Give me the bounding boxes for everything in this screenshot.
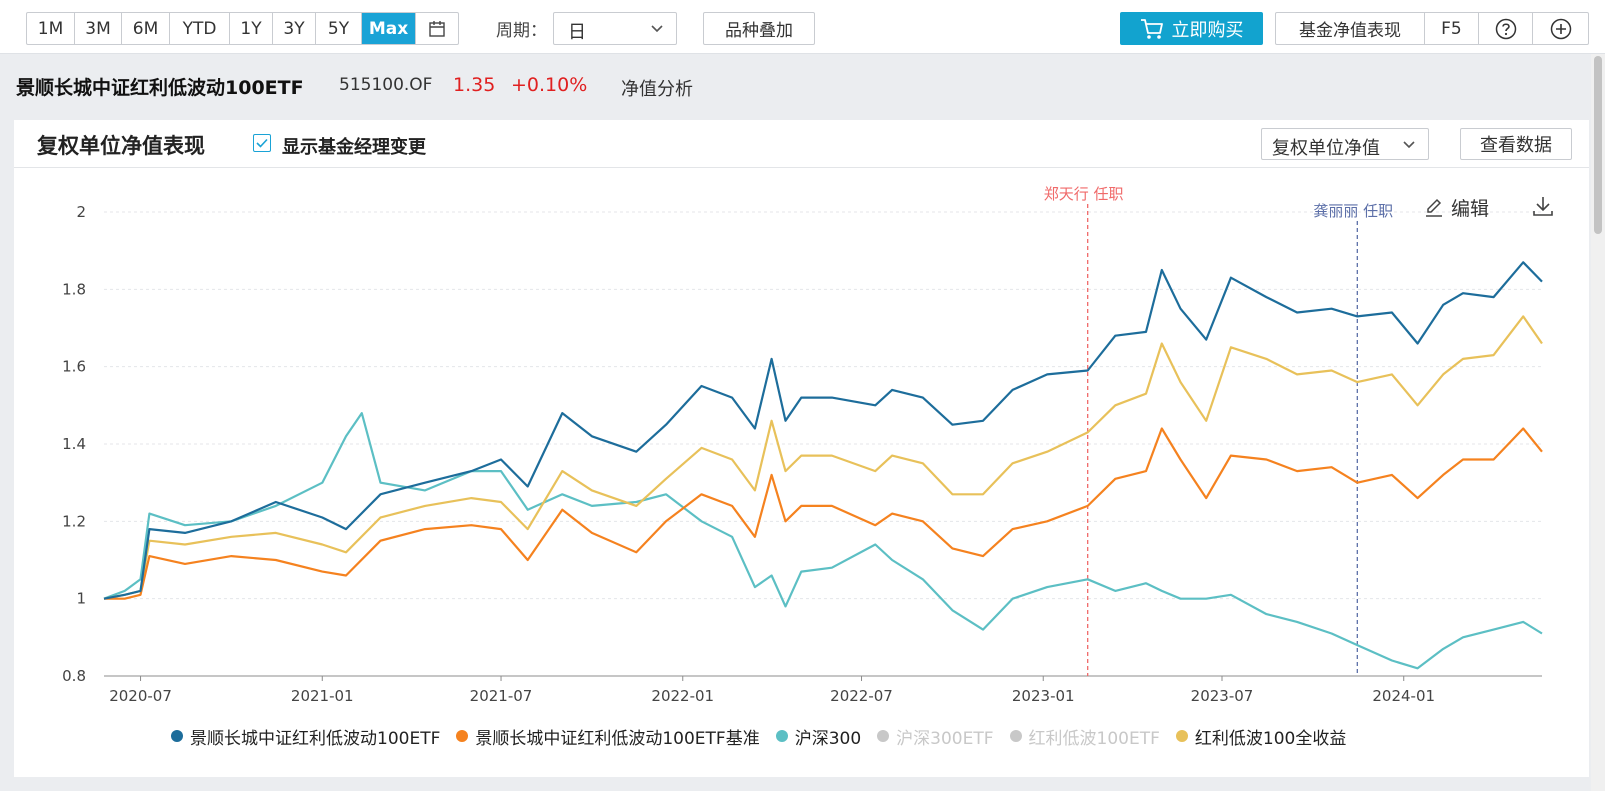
buy-button[interactable]: 立即购买 <box>1120 12 1263 45</box>
overlay-button[interactable]: 品种叠加 <box>703 12 815 45</box>
series-line-2 <box>103 412 1543 670</box>
legend-label: 沪深300 <box>794 728 862 749</box>
legend-marker <box>456 730 469 742</box>
legend-marker <box>1009 730 1022 742</box>
fund-name: 景顺长城中证红利低波动100ETF <box>16 77 304 99</box>
legend-item[interactable]: 红利低波100ETF <box>1009 724 1160 749</box>
manager-event-label: 龚丽丽 任职 <box>1313 202 1393 220</box>
right-toolbar-group: 基金净值表现 F5 <box>1275 12 1589 45</box>
legend-label: 景顺长城中证红利低波动100ETF <box>190 728 441 749</box>
panel-header: 复权单位净值表现 显示基金经理变更 复权单位净值 查看数据 <box>14 120 1589 168</box>
calendar-button[interactable] <box>416 13 458 44</box>
y-tick-label: 2 <box>76 203 86 221</box>
fund-code: 515100.OF <box>339 75 433 95</box>
chevron-down-icon <box>1403 141 1415 149</box>
x-tick-label: 2023-01 <box>1012 687 1075 705</box>
manager-change-label[interactable]: 显示基金经理变更 <box>282 137 426 158</box>
panel-title: 复权单位净值表现 <box>37 134 205 158</box>
download-icon[interactable] <box>1531 194 1555 218</box>
manager-event-label: 郑天行 任职 <box>1044 185 1124 203</box>
period-value: 日 <box>568 22 586 43</box>
legend-item[interactable]: 沪深300 <box>775 724 862 749</box>
cart-icon <box>1140 18 1163 39</box>
range-5y-button[interactable]: 5Y <box>316 13 362 44</box>
range-ytd-button[interactable]: YTD <box>170 13 230 44</box>
top-toolbar: 1M 3M 6M YTD 1Y 3Y 5Y Max 周期： 日 品种叠加 立即购买 基金净值表… <box>0 0 1605 54</box>
edit-label: 编辑 <box>1451 198 1490 220</box>
legend-item[interactable]: 红利低波100全收益 <box>1175 724 1347 749</box>
range-3m-button[interactable]: 3M <box>75 13 122 44</box>
plus-icon <box>1550 18 1571 39</box>
x-tick-label: 2023-07 <box>1191 687 1254 705</box>
add-button[interactable] <box>1533 13 1588 44</box>
metric-select[interactable]: 复权单位净值 <box>1261 128 1429 160</box>
calendar-icon <box>429 20 445 37</box>
edit-icon <box>1426 198 1442 217</box>
x-tick-label: 2024-01 <box>1372 687 1435 705</box>
range-1m-button[interactable]: 1M <box>27 13 75 44</box>
x-tick-label: 2022-07 <box>830 687 893 705</box>
legend-label: 红利低波100ETF <box>1028 728 1160 749</box>
legend-item[interactable]: 沪深300ETF <box>877 724 994 749</box>
fund-change: +0.10% <box>511 74 588 96</box>
range-max-button[interactable]: Max <box>362 13 416 44</box>
x-tick-label: 2021-01 <box>291 687 354 705</box>
y-tick-label: 1 <box>76 590 86 608</box>
period-select[interactable]: 日 <box>553 12 677 45</box>
legend-marker <box>877 730 890 742</box>
period-label: 周期： <box>496 21 547 41</box>
chart-legend: 景顺长城中证红利低波动100ETF 景顺长城中证红利低波动100ETF基准 沪深30… <box>171 724 1362 749</box>
help-button[interactable] <box>1479 13 1534 44</box>
x-tick-label: 2020-07 <box>109 687 172 705</box>
legend-label: 红利低波100全收益 <box>1194 728 1347 749</box>
y-tick-label: 1.8 <box>62 280 86 298</box>
series-line-5 <box>103 315 1543 600</box>
legend-label: 景顺长城中证红利低波动100ETF基准 <box>475 728 760 749</box>
y-tick-label: 1.4 <box>62 435 86 453</box>
x-tick-label: 2021-07 <box>470 687 533 705</box>
nav-analysis-link[interactable]: 净值分析 <box>621 79 693 100</box>
legend-label: 沪深300ETF <box>896 728 994 749</box>
series-line-1 <box>104 427 1543 600</box>
y-tick-label: 1.2 <box>62 512 86 530</box>
buy-label: 立即购买 <box>1171 19 1244 41</box>
view-data-button[interactable]: 查看数据 <box>1460 128 1572 160</box>
series-line-0 <box>103 261 1543 600</box>
legend-marker <box>775 730 788 742</box>
metric-value: 复权单位净值 <box>1272 138 1380 159</box>
help-icon <box>1495 18 1516 39</box>
legend-item[interactable]: 景顺长城中证红利低波动100ETF基准 <box>456 724 760 749</box>
legend-item[interactable]: 景顺长城中证红利低波动100ETF <box>171 724 440 749</box>
scrollbar-thumb[interactable] <box>1594 56 1602 234</box>
chevron-down-icon <box>651 25 663 33</box>
vertical-scrollbar[interactable] <box>1591 54 1605 791</box>
legend-marker <box>1175 730 1188 742</box>
range-3y-button[interactable]: 3Y <box>273 13 316 44</box>
y-tick-label: 1.6 <box>62 358 86 376</box>
edit-chart-button[interactable]: 编辑 <box>1423 194 1489 221</box>
range-1y-button[interactable]: 1Y <box>230 13 273 44</box>
fund-nav: 1.35 <box>453 74 496 96</box>
legend-marker <box>171 730 183 742</box>
range-selector: 1M 3M 6M YTD 1Y 3Y 5Y Max <box>26 12 459 45</box>
x-tick-label: 2022-01 <box>651 687 714 705</box>
y-tick-label: 0.8 <box>62 667 86 685</box>
nav-performance-button[interactable]: 基金净值表现 <box>1276 13 1426 44</box>
checkmark-icon <box>256 138 268 148</box>
refresh-f5-button[interactable]: F5 <box>1425 13 1479 44</box>
nav-performance-panel: 复权单位净值表现 显示基金经理变更 复权单位净值 查看数据 <box>14 120 1589 777</box>
range-6m-button[interactable]: 6M <box>122 13 170 44</box>
manager-change-checkbox[interactable] <box>253 134 271 152</box>
